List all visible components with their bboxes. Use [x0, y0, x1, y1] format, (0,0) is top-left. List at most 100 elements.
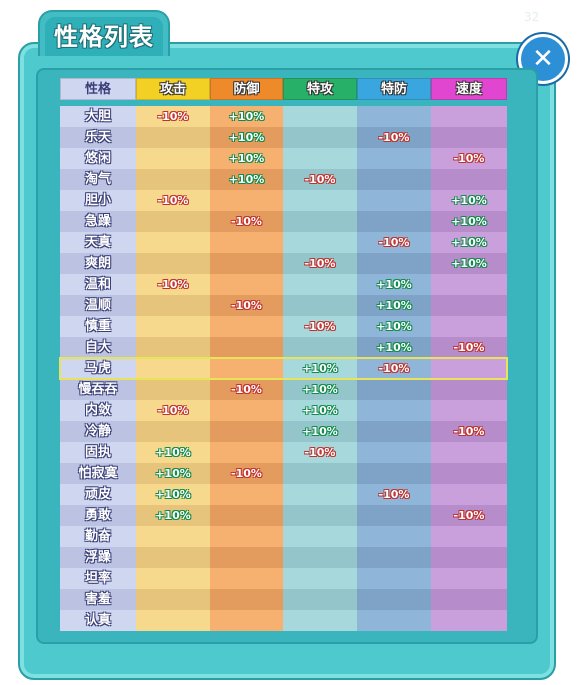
table-row[interactable]: 勤奋 [60, 526, 507, 547]
stat-modifier-spdef [357, 400, 431, 421]
stat-modifier-spatk: +10% [283, 379, 357, 400]
stat-modifier-atk [136, 568, 210, 589]
header-attack: 攻击 [136, 78, 210, 100]
stat-modifier-spdef: -10% [357, 232, 431, 253]
table-row[interactable]: 淘气 +10% -10% [60, 169, 507, 190]
stat-modifier-def [210, 610, 283, 631]
stat-modifier-def: +10% [210, 169, 283, 190]
table-row[interactable]: 乐天 +10% -10% [60, 127, 507, 148]
stat-modifier-def [210, 505, 283, 526]
table-row[interactable]: 坦率 [60, 568, 507, 589]
stat-modifier-atk [136, 589, 210, 610]
table-row[interactable]: 浮躁 [60, 547, 507, 568]
stat-modifier-spatk [283, 526, 357, 547]
stat-modifier-spatk [283, 190, 357, 211]
stat-modifier-spdef: -10% [357, 358, 431, 379]
table-row[interactable]: 急躁 -10% +10% [60, 211, 507, 232]
table-row[interactable]: 爽朗 -10% +10% [60, 253, 507, 274]
stat-modifier-spd [431, 610, 507, 631]
stat-modifier-spd [431, 169, 507, 190]
nature-name: 勤奋 [60, 526, 136, 547]
stat-modifier-spd: -10% [431, 421, 507, 442]
table-row[interactable]: 慢吞吞 -10% +10% [60, 379, 507, 400]
stat-modifier-spdef [357, 526, 431, 547]
table-row[interactable]: 温和 -10% +10% [60, 274, 507, 295]
header-sp-defense: 特防 [357, 78, 431, 100]
table-row[interactable]: 温顺 -10% +10% [60, 295, 507, 316]
nature-name: 冷静 [60, 421, 136, 442]
stat-modifier-spd [431, 484, 507, 505]
stat-modifier-atk [136, 232, 210, 253]
stat-modifier-spdef: +10% [357, 337, 431, 358]
nature-name: 马虎 [60, 358, 136, 379]
stat-modifier-atk [136, 547, 210, 568]
stat-modifier-spatk: +10% [283, 358, 357, 379]
table-row[interactable]: 勇敢 +10% -10% [60, 505, 507, 526]
stat-modifier-spd [431, 127, 507, 148]
stat-modifier-atk: -10% [136, 400, 210, 421]
stat-modifier-spd [431, 379, 507, 400]
stat-modifier-def [210, 232, 283, 253]
table-row[interactable]: 认真 [60, 610, 507, 631]
stat-modifier-spatk: +10% [283, 400, 357, 421]
table-row[interactable]: 怕寂寞 +10% -10% [60, 463, 507, 484]
stat-modifier-atk [136, 379, 210, 400]
table-row[interactable]: 马虎 +10% -10% [59, 357, 508, 380]
nature-name: 怕寂寞 [60, 463, 136, 484]
nature-name: 慢吞吞 [60, 379, 136, 400]
stat-modifier-atk: -10% [136, 106, 210, 127]
stat-modifier-atk [136, 610, 210, 631]
stat-modifier-def [210, 421, 283, 442]
stat-modifier-spatk: -10% [283, 169, 357, 190]
table-row[interactable]: 天真 -10% +10% [60, 232, 507, 253]
stat-modifier-spatk [283, 484, 357, 505]
stat-modifier-spd: +10% [431, 211, 507, 232]
stat-modifier-spatk [283, 568, 357, 589]
stat-modifier-spdef [357, 169, 431, 190]
stat-modifier-def: +10% [210, 106, 283, 127]
stat-modifier-def [210, 316, 283, 337]
table-row[interactable]: 害羞 [60, 589, 507, 610]
close-icon: ✕ [532, 44, 554, 74]
stat-modifier-spdef [357, 568, 431, 589]
stat-modifier-atk [136, 211, 210, 232]
stat-modifier-atk [136, 169, 210, 190]
table-row[interactable]: 内敛 -10% +10% [60, 400, 507, 421]
stat-modifier-spd: -10% [431, 337, 507, 358]
table-row[interactable]: 自大 +10% -10% [60, 337, 507, 358]
nature-name: 悠闲 [60, 148, 136, 169]
nature-name: 大胆 [60, 106, 136, 127]
stat-modifier-atk [136, 295, 210, 316]
nature-name: 害羞 [60, 589, 136, 610]
stat-modifier-atk: +10% [136, 442, 210, 463]
stat-modifier-spatk [283, 295, 357, 316]
stat-modifier-spdef [357, 547, 431, 568]
stat-modifier-spdef [357, 421, 431, 442]
stat-modifier-def [210, 442, 283, 463]
stat-modifier-spdef: +10% [357, 316, 431, 337]
stat-modifier-atk: +10% [136, 484, 210, 505]
nature-name: 淘气 [60, 169, 136, 190]
stat-modifier-spatk [283, 211, 357, 232]
header-speed: 速度 [431, 78, 507, 100]
stat-modifier-def: +10% [210, 127, 283, 148]
header-sp-attack: 特攻 [283, 78, 357, 100]
table-row[interactable]: 悠闲 +10% -10% [60, 148, 507, 169]
stat-modifier-spd [431, 316, 507, 337]
stat-modifier-def [210, 274, 283, 295]
stat-modifier-spdef [357, 463, 431, 484]
stat-modifier-spatk [283, 106, 357, 127]
table-row[interactable]: 冷静 +10% -10% [60, 421, 507, 442]
table-row[interactable]: 固执 +10% -10% [60, 442, 507, 463]
stat-modifier-spd: -10% [431, 148, 507, 169]
table-row[interactable]: 胆小 -10% +10% [60, 190, 507, 211]
table-row[interactable]: 慎重 -10% +10% [60, 316, 507, 337]
stat-modifier-spdef: +10% [357, 274, 431, 295]
stat-modifier-spdef [357, 589, 431, 610]
stat-modifier-def [210, 358, 283, 379]
table-row[interactable]: 顽皮 +10% -10% [60, 484, 507, 505]
table-row[interactable]: 大胆 -10% +10% [60, 106, 507, 127]
stat-modifier-spd [431, 547, 507, 568]
stat-modifier-def [210, 568, 283, 589]
stat-modifier-spd [431, 568, 507, 589]
